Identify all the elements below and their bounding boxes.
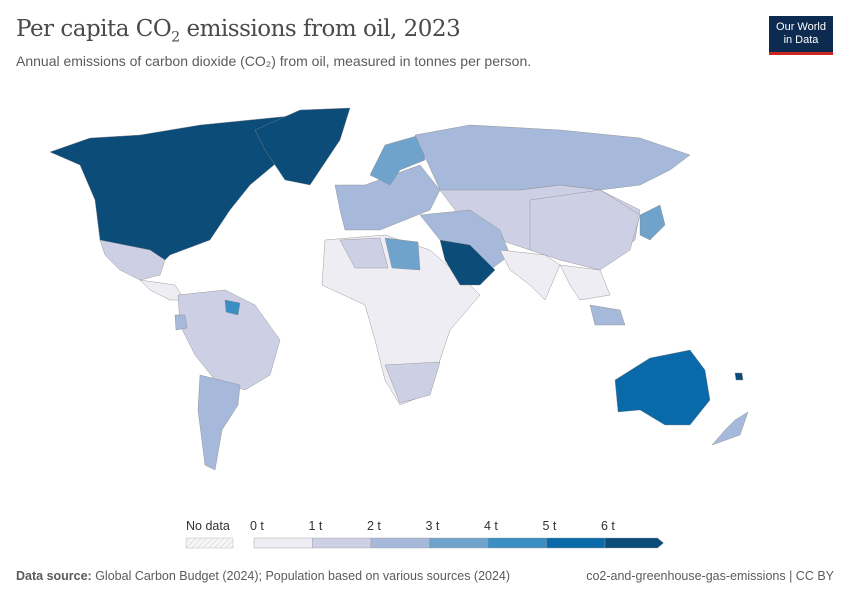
country-south-america-north[interactable] xyxy=(177,289,281,391)
country-central-america[interactable] xyxy=(139,279,186,301)
no-data-swatch xyxy=(185,537,234,549)
logo-line-2: in Data xyxy=(783,34,819,46)
legend-bin[interactable] xyxy=(429,537,489,549)
country-china[interactable] xyxy=(529,189,641,271)
title-text-rest: emissions from oil, 2023 xyxy=(179,16,461,42)
legend-tick: 5 t xyxy=(542,519,557,533)
country-scandinavia[interactable] xyxy=(369,134,426,186)
footer-slug[interactable]: co2-and-greenhouse-gas-emissions | CC BY xyxy=(586,569,834,583)
subtitle: Annual emissions of carbon dioxide (CO₂)… xyxy=(16,53,532,69)
world-map[interactable] xyxy=(0,90,850,510)
no-data-label: No data xyxy=(186,519,230,533)
source-text[interactable]: Global Carbon Budget (2024); Population … xyxy=(91,569,511,583)
country-new-zealand[interactable] xyxy=(711,411,749,446)
source-label: Data source: xyxy=(16,569,92,583)
country-southeast-asia[interactable] xyxy=(559,264,611,301)
legend-bin[interactable] xyxy=(370,537,430,549)
country-malaysia[interactable] xyxy=(589,304,626,326)
legend-bin[interactable] xyxy=(253,537,313,549)
legend-tick: 2 t xyxy=(367,519,381,533)
legend-bin[interactable] xyxy=(312,537,372,549)
legend-tick: 1 t xyxy=(308,519,323,533)
legend-tick: 6 t xyxy=(601,519,615,533)
legend-bin[interactable] xyxy=(604,537,664,549)
legend-bar xyxy=(185,537,664,549)
legend-tick: 3 t xyxy=(425,519,440,533)
logo-line-1: Our World xyxy=(776,21,826,33)
country-india[interactable] xyxy=(499,249,561,301)
country-japan-korea[interactable] xyxy=(639,204,666,241)
country-guyana-suriname[interactable] xyxy=(224,299,241,316)
country-algeria[interactable] xyxy=(339,237,389,269)
title-text: Per capita CO xyxy=(16,16,172,42)
legend-bin[interactable] xyxy=(487,537,547,549)
legend-tick: 4 t xyxy=(484,519,498,533)
owid-logo[interactable]: Our World in Data xyxy=(769,16,833,55)
title-subscript: 2 xyxy=(171,29,180,46)
country-australia[interactable] xyxy=(614,349,711,426)
country-mexico[interactable] xyxy=(99,239,166,281)
country-greenland[interactable] xyxy=(254,107,351,186)
country-new-caledonia[interactable] xyxy=(734,372,744,381)
country-southern-africa[interactable] xyxy=(384,361,441,404)
page-title: Per capita CO2 emissions from oil, 2023 xyxy=(16,16,461,46)
data-source: Data source: Global Carbon Budget (2024)… xyxy=(16,569,510,583)
country-ecuador[interactable] xyxy=(174,314,188,331)
legend-tick: 0 t xyxy=(250,519,264,533)
country-libya[interactable] xyxy=(384,237,421,271)
country-southern-cone[interactable] xyxy=(197,374,241,471)
legend-bin[interactable] xyxy=(546,537,606,549)
country-saudi-arabia[interactable] xyxy=(439,239,496,286)
